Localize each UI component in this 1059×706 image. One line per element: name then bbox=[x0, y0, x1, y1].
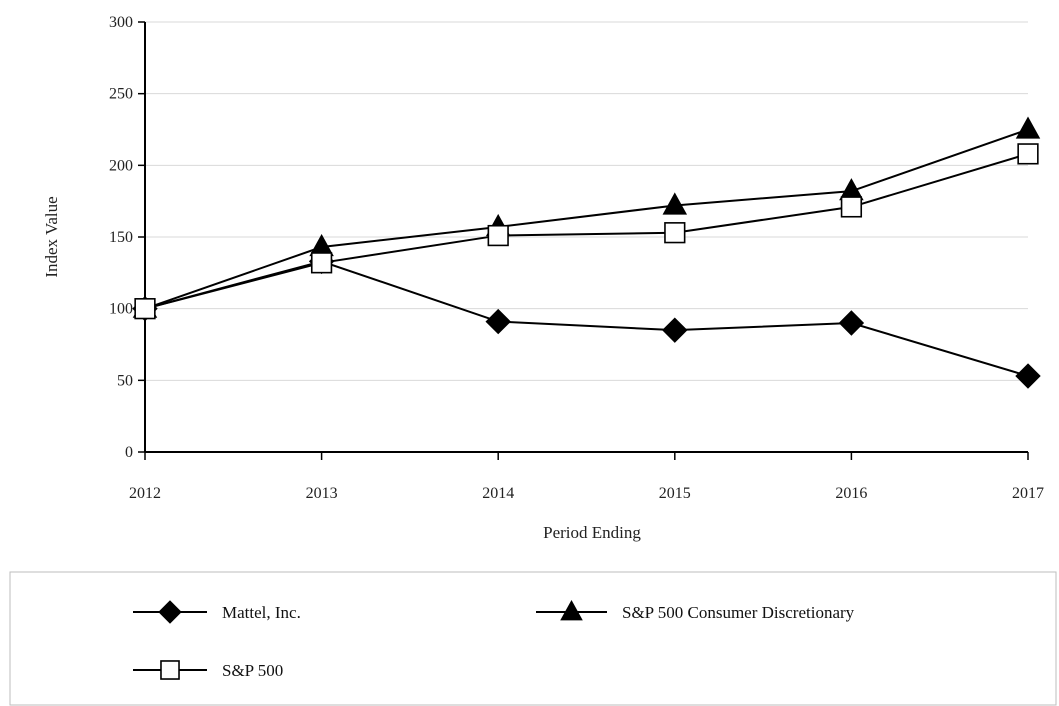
legend-label: S&P 500 bbox=[222, 661, 283, 680]
series-line bbox=[144, 260, 1029, 377]
series-2 bbox=[144, 152, 1029, 310]
series bbox=[132, 116, 1041, 389]
y-tick-labels: 0 50 100 150 200 250 300 bbox=[109, 14, 133, 461]
data-point bbox=[662, 192, 688, 215]
series-2-markers bbox=[134, 143, 1039, 320]
x-tick-label: 2015 bbox=[659, 485, 691, 502]
x-tick-labels: 2012 2013 2014 2015 2016 2017 bbox=[129, 485, 1044, 502]
y-axis-title: Index Value bbox=[42, 196, 61, 277]
legend: Mattel, Inc. S&P 500 Consumer Discretiona… bbox=[133, 599, 855, 680]
data-point bbox=[1015, 116, 1041, 139]
y-tick-label: 100 bbox=[109, 301, 133, 318]
data-point bbox=[134, 298, 156, 320]
y-tick-label: 150 bbox=[109, 229, 133, 246]
x-tick-label: 2016 bbox=[835, 485, 867, 502]
axes bbox=[138, 21, 1029, 460]
x-axis-title: Period Ending bbox=[543, 523, 641, 542]
legend-entry: S&P 500 Consumer Discretionary bbox=[536, 599, 855, 622]
y-tick-label: 200 bbox=[109, 157, 133, 174]
legend-label: Mattel, Inc. bbox=[222, 603, 301, 622]
x-tick-label: 2014 bbox=[482, 485, 514, 502]
data-point bbox=[840, 196, 863, 218]
x-tick-label: 2017 bbox=[1012, 485, 1044, 502]
series-0 bbox=[144, 260, 1029, 377]
series-line bbox=[144, 128, 1029, 310]
gridlines bbox=[145, 21, 1028, 381]
x-tick-label: 2012 bbox=[129, 485, 161, 502]
data-point bbox=[485, 308, 511, 335]
series-1 bbox=[144, 128, 1029, 310]
legend-entry: Mattel, Inc. bbox=[133, 600, 301, 624]
data-point bbox=[662, 317, 688, 343]
series-0-markers bbox=[132, 248, 1041, 389]
y-tick-label: 300 bbox=[109, 14, 133, 31]
data-point bbox=[1017, 143, 1039, 165]
legend-label: S&P 500 Consumer Discretionary bbox=[622, 603, 855, 622]
legend-entry: S&P 500 bbox=[133, 660, 283, 680]
legend-marker bbox=[160, 660, 180, 680]
data-point bbox=[838, 310, 865, 336]
legend-box bbox=[9, 571, 1057, 706]
data-point bbox=[664, 222, 686, 244]
data-point bbox=[1015, 363, 1041, 389]
data-point bbox=[310, 252, 333, 274]
data-point bbox=[487, 224, 509, 247]
series-1-markers bbox=[132, 116, 1041, 318]
series-line bbox=[144, 152, 1029, 310]
x-tick-label: 2013 bbox=[306, 485, 338, 502]
y-tick-label: 0 bbox=[125, 444, 133, 461]
y-tick-label: 250 bbox=[109, 86, 133, 103]
legend-marker bbox=[560, 599, 583, 621]
legend-marker bbox=[158, 600, 182, 624]
y-tick-label: 50 bbox=[117, 372, 133, 389]
